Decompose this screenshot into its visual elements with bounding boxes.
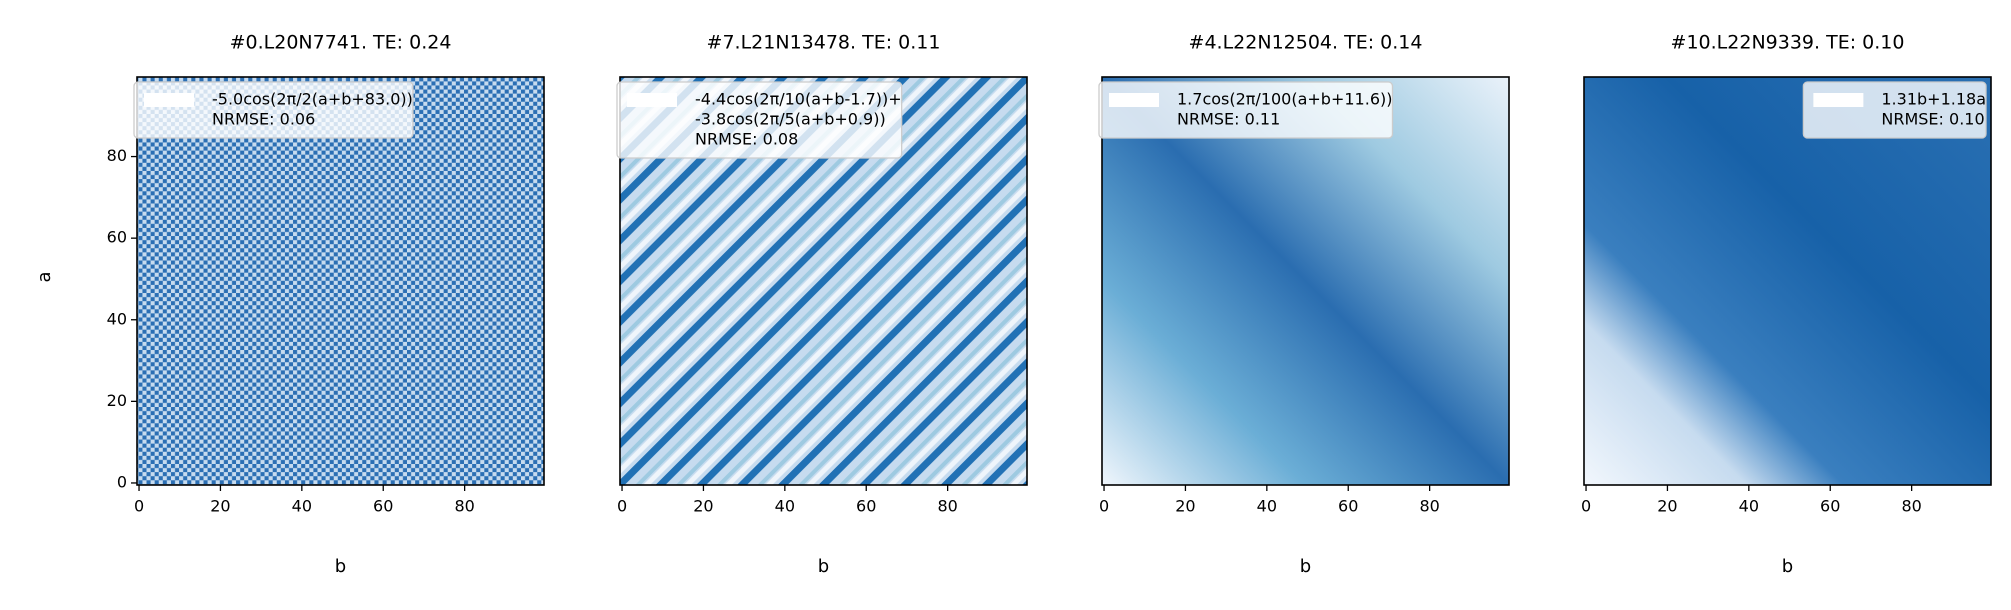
chart-title: #0.L20N7741. TE: 0.24 — [230, 32, 452, 54]
legend: 1.7cos(2π/100(a+b+11.6))NRMSE: 0.11 — [1098, 81, 1394, 139]
x-tick-label: 0 — [1099, 497, 1109, 516]
x-tick-label: 40 — [292, 497, 312, 516]
x-tick-label: 80 — [454, 497, 474, 516]
y-axis-label: a — [34, 271, 55, 282]
x-tick-label: 40 — [1257, 497, 1277, 516]
legend-text: NRMSE: 0.11 — [1177, 110, 1280, 129]
x-axis-label: b — [335, 556, 346, 577]
x-tick-label: 60 — [1338, 497, 1358, 516]
axes-frame — [1101, 76, 1510, 486]
legend-text: NRMSE: 0.08 — [695, 130, 798, 149]
legend-text: NRMSE: 0.10 — [1881, 110, 1984, 129]
x-tick-label: 20 — [1657, 497, 1677, 516]
legend-text: -3.8cos(2π/5(a+b+0.9)) — [695, 110, 886, 129]
legend-swatch — [144, 93, 194, 107]
y-tick-label: 80 — [107, 146, 127, 165]
legend: -5.0cos(2π/2(a+b+83.0))NRMSE: 0.06 — [133, 81, 414, 139]
x-tick-label: 80 — [1901, 497, 1921, 516]
y-tick-label: 0 — [117, 472, 127, 491]
legend-text: -4.4cos(2π/10(a+b-1.7))+ — [695, 90, 902, 109]
x-tick-label: 0 — [1581, 497, 1591, 516]
x-tick-label: 0 — [134, 497, 144, 516]
x-tick-label: 20 — [693, 497, 713, 516]
legend-text: -5.0cos(2π/2(a+b+83.0)) — [212, 90, 413, 109]
y-tick-label: 40 — [107, 309, 127, 328]
axes-frame — [136, 76, 545, 486]
axes-frame — [1583, 76, 1992, 486]
legend: -4.4cos(2π/10(a+b-1.7))+-3.8cos(2π/5(a+b… — [616, 81, 903, 159]
legend-swatch — [627, 93, 677, 107]
heatmap-image — [1584, 77, 1991, 485]
legend-box — [133, 81, 414, 139]
chart-title: #10.L22N9339. TE: 0.10 — [1671, 32, 1905, 54]
x-tick-label: 80 — [1419, 497, 1439, 516]
x-tick-label: 60 — [856, 497, 876, 516]
x-tick-label: 0 — [617, 497, 627, 516]
x-tick-label: 20 — [210, 497, 230, 516]
legend-box — [1098, 81, 1394, 139]
y-tick-label: 20 — [107, 391, 127, 410]
legend-swatch — [1109, 93, 1159, 107]
x-tick-label: 80 — [937, 497, 957, 516]
heatmap-image — [137, 77, 544, 485]
x-tick-label: 60 — [1820, 497, 1840, 516]
axes-frame — [619, 76, 1028, 486]
y-tick-label: 60 — [107, 228, 127, 247]
x-tick-label: 20 — [1175, 497, 1195, 516]
heatmap-image — [1102, 77, 1509, 485]
legend-box — [616, 81, 903, 159]
x-tick-label: 60 — [373, 497, 393, 516]
chart-title: #7.L21N13478. TE: 0.11 — [707, 32, 941, 54]
legend-text: NRMSE: 0.06 — [212, 110, 315, 129]
x-axis-label: b — [818, 556, 829, 577]
x-axis-label: b — [1300, 556, 1311, 577]
legend-text: 1.31b+1.18a — [1881, 90, 1986, 109]
x-tick-label: 40 — [775, 497, 795, 516]
legend-swatch — [1813, 93, 1864, 107]
x-axis-label: b — [1782, 556, 1793, 577]
x-tick-label: 40 — [1739, 497, 1759, 516]
legend-text: 1.7cos(2π/100(a+b+11.6)) — [1177, 90, 1392, 109]
chart-title: #4.L22N12504. TE: 0.14 — [1189, 32, 1423, 54]
